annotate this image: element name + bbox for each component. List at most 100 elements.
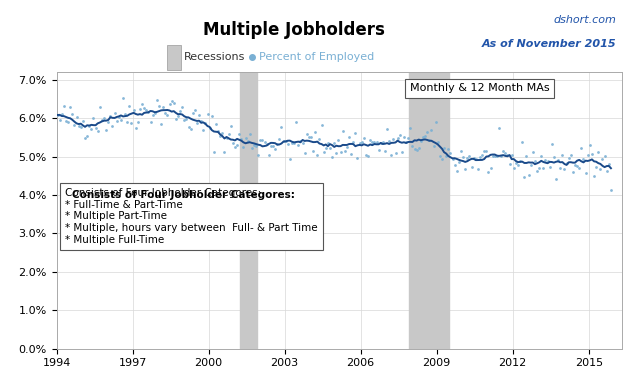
Point xyxy=(428,143,438,149)
Point xyxy=(530,158,540,164)
Point xyxy=(458,154,468,160)
Point xyxy=(560,166,570,172)
Point xyxy=(80,135,90,141)
Point xyxy=(247,145,257,151)
Point xyxy=(133,119,143,125)
Point xyxy=(583,152,593,158)
Point xyxy=(285,156,295,162)
Point xyxy=(70,122,80,128)
Point xyxy=(445,150,455,156)
Point xyxy=(268,142,278,149)
Point xyxy=(352,155,362,161)
Point xyxy=(431,119,441,125)
Point xyxy=(420,133,430,139)
Point xyxy=(397,149,407,155)
Point xyxy=(67,111,77,117)
Point xyxy=(249,142,259,148)
Point xyxy=(253,152,263,158)
Point xyxy=(602,168,612,174)
Point xyxy=(215,133,225,139)
Point xyxy=(78,118,88,124)
Point xyxy=(205,125,215,131)
Point xyxy=(264,151,274,157)
Point xyxy=(95,103,105,110)
Point xyxy=(308,148,318,154)
Text: Consists of Four Jobholder Categores:: Consists of Four Jobholder Categores: xyxy=(72,190,295,200)
Point xyxy=(106,113,116,119)
Point xyxy=(401,139,411,145)
Point xyxy=(272,141,282,147)
Point xyxy=(192,119,202,126)
Point xyxy=(154,103,164,110)
Point xyxy=(323,140,333,146)
Point xyxy=(315,136,325,142)
Point xyxy=(555,165,565,171)
Point xyxy=(274,136,284,142)
Point xyxy=(257,137,268,143)
Point xyxy=(148,112,158,118)
Point xyxy=(266,143,276,149)
Point xyxy=(259,139,269,146)
Point xyxy=(481,148,491,154)
Point xyxy=(225,123,236,129)
Point xyxy=(281,137,291,144)
Point xyxy=(183,124,193,130)
Point xyxy=(561,160,571,166)
Point xyxy=(298,141,308,147)
Point xyxy=(209,149,219,155)
Point xyxy=(279,138,289,144)
Point xyxy=(494,125,504,131)
FancyBboxPatch shape xyxy=(167,46,181,70)
Point xyxy=(519,174,529,180)
Point xyxy=(217,130,227,136)
Point xyxy=(538,165,548,171)
Point xyxy=(101,127,111,133)
Point xyxy=(532,168,542,174)
Point xyxy=(202,111,212,117)
Point xyxy=(181,115,192,121)
Point xyxy=(450,162,460,169)
Bar xyxy=(409,72,450,349)
Point xyxy=(467,164,477,170)
Point xyxy=(89,115,99,121)
Point xyxy=(591,164,601,170)
Point xyxy=(76,123,86,129)
Point xyxy=(349,139,359,145)
Point xyxy=(501,150,511,156)
Point xyxy=(485,165,495,171)
Point xyxy=(593,149,604,155)
Point xyxy=(245,131,255,137)
Point xyxy=(395,132,405,138)
Text: Consists of Four Jobholder Categores:: Consists of Four Jobholder Categores: xyxy=(72,190,295,200)
Point xyxy=(578,156,588,162)
Point xyxy=(122,119,133,125)
Point xyxy=(166,98,176,104)
Point xyxy=(374,147,384,153)
Point xyxy=(224,131,234,137)
Point xyxy=(363,152,373,159)
Text: Consists of Four Jobholder Categores:
* Full-Time & Part-Time
* Multiple Part-Ti: Consists of Four Jobholder Categores: * … xyxy=(65,188,318,245)
Bar xyxy=(241,72,257,349)
Point xyxy=(137,101,147,107)
Point xyxy=(534,165,544,171)
Point xyxy=(468,155,479,161)
Point xyxy=(158,103,168,110)
Point xyxy=(477,152,487,158)
Point xyxy=(399,134,409,140)
Point xyxy=(606,187,616,193)
Point xyxy=(312,152,322,158)
Point xyxy=(57,110,67,116)
Point xyxy=(310,128,320,134)
Point xyxy=(492,153,502,159)
Point xyxy=(118,95,128,101)
Point xyxy=(287,140,297,146)
Point xyxy=(507,152,517,158)
Point xyxy=(557,152,567,158)
Point xyxy=(177,104,187,110)
Point xyxy=(198,128,208,134)
Point xyxy=(53,112,63,118)
Point xyxy=(175,108,185,114)
Point xyxy=(549,154,559,160)
Point xyxy=(232,142,242,149)
Point xyxy=(63,119,73,125)
